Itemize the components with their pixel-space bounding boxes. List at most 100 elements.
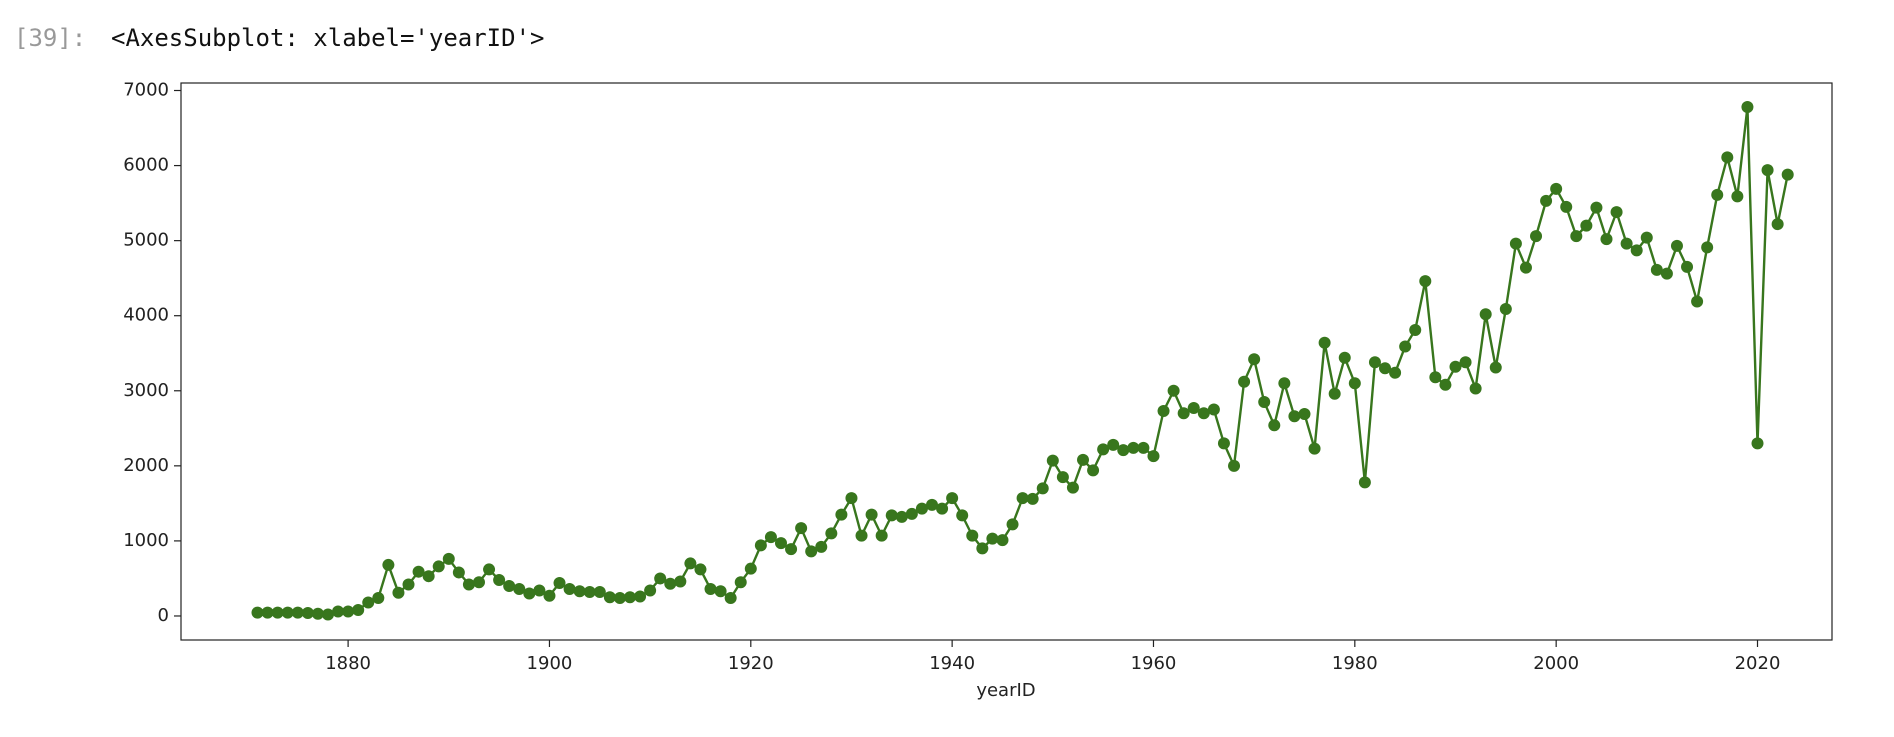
x-tick-label: 1900: [527, 653, 573, 674]
data-point: [966, 529, 979, 542]
data-point: [1288, 410, 1301, 423]
data-point: [1660, 267, 1673, 280]
data-point: [1077, 453, 1090, 466]
data-point: [311, 607, 324, 620]
data-point: [1620, 237, 1633, 250]
data-point: [674, 575, 687, 588]
data-point: [1721, 151, 1734, 164]
data-point: [1328, 387, 1341, 400]
data-point: [1268, 419, 1281, 432]
data-point: [1550, 182, 1563, 195]
data-point: [1681, 260, 1694, 273]
data-point: [1650, 263, 1663, 276]
data-point: [895, 510, 908, 523]
data-point: [634, 590, 647, 603]
data-point: [1358, 476, 1371, 489]
data-point: [291, 606, 304, 619]
data-point: [412, 565, 425, 578]
data-point: [503, 579, 516, 592]
data-point: [362, 596, 375, 609]
x-tick-label: 1980: [1332, 653, 1378, 674]
data-point: [342, 605, 355, 618]
data-point: [1449, 360, 1462, 373]
data-point: [1167, 384, 1180, 397]
data-point: [845, 492, 858, 505]
data-point: [462, 578, 475, 591]
data-point: [1368, 356, 1381, 369]
data-point: [513, 582, 526, 595]
data-point: [664, 577, 677, 590]
data-point: [1580, 219, 1593, 232]
data-point: [1469, 382, 1482, 395]
data-point: [1781, 168, 1794, 181]
data-point: [1197, 407, 1210, 420]
data-point: [543, 589, 556, 602]
data-point: [1499, 302, 1512, 315]
data-point: [734, 576, 747, 589]
data-point: [1731, 190, 1744, 203]
data-point: [1066, 481, 1079, 494]
data-point: [926, 498, 939, 511]
data-point: [855, 529, 868, 542]
data-point: [392, 586, 405, 599]
data-point: [865, 508, 878, 521]
data-point: [1459, 356, 1472, 369]
data-point: [684, 557, 697, 570]
data-point: [1640, 231, 1653, 244]
data-point: [1147, 450, 1160, 463]
x-tick-label: 2020: [1735, 653, 1781, 674]
data-point: [1087, 464, 1100, 477]
data-point: [422, 570, 435, 583]
data-point: [885, 509, 898, 522]
data-point: [1046, 454, 1059, 467]
data-point: [1006, 518, 1019, 531]
data-point: [261, 606, 274, 619]
x-tick-label: 1880: [325, 653, 371, 674]
data-point: [996, 534, 1009, 547]
data-point: [1429, 371, 1442, 384]
data-point: [956, 509, 969, 522]
data-point: [1107, 438, 1120, 451]
data-point: [774, 537, 787, 550]
data-point: [785, 543, 798, 556]
data-point: [442, 552, 455, 565]
data-point: [352, 603, 365, 616]
data-point: [946, 492, 959, 505]
data-point: [1771, 218, 1784, 231]
data-point: [654, 572, 667, 585]
cell-prompt: [39]:: [14, 24, 86, 52]
data-point: [744, 562, 757, 575]
y-tick-label: 7000: [123, 80, 169, 101]
data-point: [905, 507, 918, 520]
data-point: [1741, 101, 1754, 114]
x-tick-label: 1940: [929, 653, 975, 674]
data-point: [1379, 362, 1392, 375]
data-point: [593, 585, 606, 598]
data-point: [1711, 188, 1724, 201]
data-point: [1056, 471, 1069, 484]
data-point: [452, 566, 465, 579]
data-point: [1117, 444, 1130, 457]
data-point: [1308, 442, 1321, 455]
data-point: [1097, 443, 1110, 456]
data-point: [1258, 396, 1271, 409]
data-point: [1278, 377, 1291, 390]
data-point: [1489, 361, 1502, 374]
data-point: [402, 578, 415, 591]
data-point: [1409, 323, 1422, 336]
data-point: [613, 591, 626, 604]
data-point: [805, 545, 818, 558]
data-point: [694, 563, 707, 576]
data-point: [493, 573, 506, 586]
data-point: [1298, 408, 1311, 421]
data-point: [1228, 459, 1241, 472]
data-point: [483, 563, 496, 576]
data-point: [321, 608, 334, 621]
data-point: [1439, 378, 1452, 391]
y-tick-label: 4000: [123, 305, 169, 326]
data-point: [1177, 407, 1190, 420]
data-point: [1348, 377, 1361, 390]
data-point: [472, 576, 485, 589]
data-point: [1157, 405, 1170, 418]
